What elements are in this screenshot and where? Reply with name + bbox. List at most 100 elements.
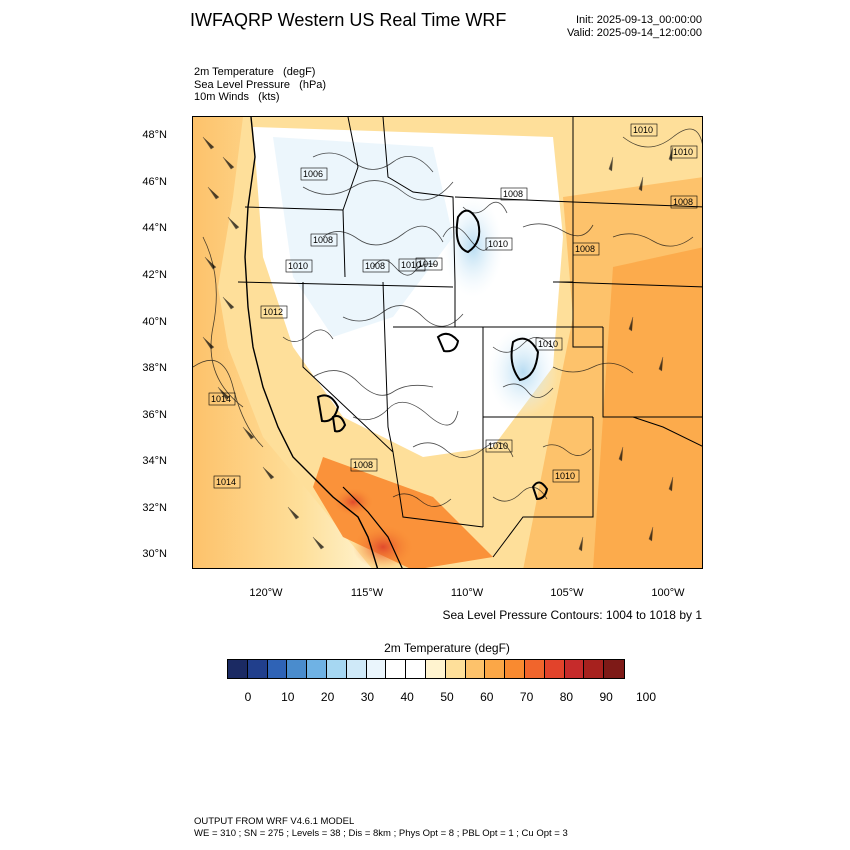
southern-plains-fill	[593, 247, 702, 568]
colorbar-label: 0	[244, 690, 252, 704]
colorbar-swatch	[425, 660, 446, 678]
footer-line2: WE = 310 ; SN = 275 ; Levels = 38 ; Dis …	[194, 828, 568, 839]
model-footer: OUTPUT FROM WRF V4.6.1 MODEL WE = 310 ; …	[194, 816, 568, 840]
valid-time: Valid: 2025-09-14_12:00:00	[567, 27, 702, 39]
pressure-label: 1010	[401, 260, 421, 270]
pressure-label: 1010	[288, 261, 308, 271]
pressure-label: 1014	[216, 477, 236, 487]
pressure-label: 1010	[538, 339, 558, 349]
colorbar-swatch	[386, 660, 407, 678]
colorbar-swatch	[346, 660, 367, 678]
pressure-label-box	[398, 258, 426, 272]
colorbar-swatch	[505, 660, 525, 678]
pressure-label-box	[572, 242, 600, 256]
lon-label: 115°W	[350, 587, 384, 599]
terrain-contours	[316, 209, 549, 501]
lat-label: 40°N	[142, 316, 167, 328]
contour-caption: Sea Level Pressure Contours: 1004 to 101…	[442, 608, 703, 622]
init-time: Init: 2025-09-13_00:00:00	[576, 14, 702, 26]
wind-barbs	[202, 136, 674, 552]
field-list: 2m Temperature (degF) Sea Level Pressure …	[194, 66, 326, 104]
colorbar-swatch	[564, 660, 585, 678]
lat-label: 36°N	[142, 409, 167, 421]
pressure-label: 1008	[673, 197, 693, 207]
time-info: Init: 2025-09-13_00:00:00 Valid: 2025-09…	[567, 14, 702, 40]
pressure-label: 1010	[673, 147, 693, 157]
pressure-label-box	[415, 257, 443, 271]
colorbar-swatch	[485, 660, 506, 678]
pressure-label: 1008	[313, 235, 333, 245]
hot-spot-2-fill	[333, 488, 373, 516]
colorbar-swatch	[267, 660, 288, 678]
colorbar-swatch	[465, 660, 486, 678]
weather-map: 1010 1010 1008 1006 1008 1008 1010 1008 1010 1010…	[192, 116, 703, 569]
colorbar-label: 30	[360, 690, 375, 704]
colorbar-label: 20	[320, 690, 335, 704]
pressure-label-box	[350, 458, 378, 472]
colorbar-swatch	[366, 660, 387, 678]
pressure-label: 1010	[488, 239, 508, 249]
colorbar-swatch	[544, 660, 565, 678]
pressure-label-box	[485, 237, 513, 251]
pressure-label-box	[552, 469, 580, 483]
colorbar-swatch	[445, 660, 466, 678]
pressure-label: 1008	[503, 189, 523, 199]
lon-label: 120°W	[249, 587, 283, 599]
pressure-label-box	[670, 195, 698, 209]
pressure-label-box	[670, 145, 698, 159]
pressure-label: 1012	[263, 307, 283, 317]
coastline	[244, 117, 379, 568]
colorbar-title: 2m Temperature (degF)	[384, 641, 510, 655]
pressure-label: 1008	[365, 261, 385, 271]
field-temperature: 2m Temperature (degF)	[194, 66, 316, 78]
colorbar-swatch	[307, 660, 327, 678]
colorbar-swatch	[406, 660, 426, 678]
northern-rockies-fill	[273, 137, 453, 337]
colorbar-swatch	[287, 660, 308, 678]
colorbar-label: 60	[480, 690, 494, 704]
lon-label: 110°W	[450, 587, 484, 599]
pressure-label-box	[535, 337, 563, 351]
gulf-coast	[342, 486, 403, 568]
colorbar-label: 70	[519, 690, 534, 704]
pressure-label-box	[260, 305, 288, 319]
colorbar-swatch	[247, 660, 268, 678]
pressure-label-box	[310, 233, 338, 247]
colorbar-label: 100	[635, 690, 657, 704]
colorbar	[227, 659, 625, 679]
field-winds: 10m Winds (kts)	[194, 91, 280, 103]
pressure-label: 1006	[303, 169, 323, 179]
colorbar-label: 80	[559, 690, 574, 704]
pacific-ocean-fill	[193, 117, 372, 568]
colorbar-label: 50	[440, 690, 454, 704]
pressure-label-box	[630, 123, 658, 137]
colorado-rockies-fill	[488, 327, 558, 417]
lat-label: 46°N	[142, 176, 167, 188]
pressure-contours	[193, 128, 702, 507]
lat-label: 34°N	[142, 455, 167, 467]
colorbar-swatch	[584, 660, 605, 678]
lat-label: 42°N	[142, 269, 167, 281]
pressure-label-box	[208, 392, 236, 406]
footer-line1: OUTPUT FROM WRF V4.6.1 MODEL	[194, 816, 355, 827]
colorbar-swatch	[326, 660, 347, 678]
lat-label: 38°N	[142, 362, 167, 374]
pressure-label: 1010	[418, 259, 438, 269]
map-title: IWFAQRP Western US Real Time WRF	[190, 10, 507, 30]
colorbar-swatch	[228, 660, 248, 678]
lon-label: 100°W	[651, 587, 685, 599]
state-borders	[237, 117, 702, 558]
pressure-label: 1008	[575, 244, 595, 254]
pressure-label: 1010	[633, 125, 653, 135]
lat-label: 48°N	[142, 129, 167, 141]
pressure-label: 1010	[488, 441, 508, 451]
pressure-label-box	[362, 259, 390, 273]
lat-label: 44°N	[142, 222, 167, 234]
pressure-label-box	[485, 439, 513, 453]
pressure-label-box	[300, 167, 328, 181]
pressure-label: 1008	[353, 460, 373, 470]
lat-label: 32°N	[142, 502, 167, 514]
lon-label: 105°W	[550, 587, 584, 599]
